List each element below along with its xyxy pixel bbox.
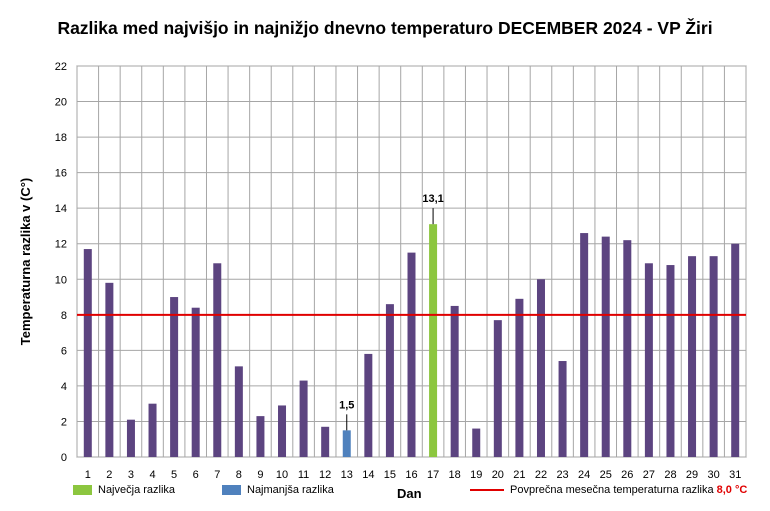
- x-tick-label: 18: [449, 469, 461, 481]
- x-tick-label: 26: [621, 469, 633, 481]
- bar-day-7: [213, 263, 222, 457]
- legend-item-min: Najmanjša razlika: [222, 484, 334, 496]
- y-tick-label: 22: [55, 61, 67, 73]
- legend-min-label: Najmanjša razlika: [247, 484, 334, 496]
- x-tick-label: 9: [257, 469, 263, 481]
- x-tick-label: 22: [535, 469, 547, 481]
- x-tick-label: 10: [276, 469, 288, 481]
- x-tick-label: 27: [643, 469, 655, 481]
- legend-min-swatch: [222, 485, 241, 495]
- bar-day-2: [105, 282, 114, 457]
- x-tick-label: 19: [470, 469, 482, 481]
- x-tick-label: 1: [85, 469, 91, 481]
- legend-average-swatch: [470, 489, 504, 491]
- y-tick-label: 14: [55, 203, 67, 215]
- legend-item-average: Povprečna mesečna temperaturna razlika 8…: [470, 484, 747, 496]
- y-tick-label: 6: [61, 345, 67, 357]
- bar-day-15: [385, 304, 394, 457]
- y-tick-label: 0: [61, 452, 67, 464]
- bar-day-1: [83, 249, 92, 457]
- x-axis-label: Dan: [397, 486, 422, 501]
- bar-day-5: [170, 297, 179, 457]
- x-tick-label: 17: [427, 469, 439, 481]
- bar-day-27: [644, 263, 653, 457]
- y-tick-label: 18: [55, 132, 67, 144]
- y-tick-label: 20: [55, 97, 67, 109]
- y-axis-ticks: 0 2 4 6 8 10 12 14 16 18 20 22: [55, 61, 67, 464]
- bar-day-11: [299, 380, 308, 457]
- annotations: 13,1 1,5: [77, 193, 746, 431]
- x-axis-ticks: 1 2 3 4 5 6 7 8 9 10 11 12 13 14 15 16 17 18 19 20 21 22 23 24 2…: [85, 469, 742, 481]
- bar-day-21: [515, 298, 524, 457]
- x-tick-label: 21: [513, 469, 525, 481]
- y-tick-label: 12: [55, 239, 67, 251]
- bar-day-20: [493, 320, 502, 457]
- bar-day-29: [688, 256, 697, 457]
- x-tick-label: 30: [708, 469, 720, 481]
- bar-day-6: [191, 307, 200, 457]
- chart-title: Razlika med najvišjo in najnižjo dnevno …: [57, 18, 713, 38]
- bar-day-31: [731, 243, 740, 457]
- bar-day-26: [623, 240, 632, 457]
- min-data-label: 1,5: [339, 399, 354, 411]
- grid-lines: [76, 65, 747, 458]
- x-tick-label: 11: [298, 469, 309, 481]
- bar-day-25: [601, 236, 610, 457]
- bar-day-10: [278, 405, 287, 457]
- x-tick-label: 15: [384, 469, 396, 481]
- bar-day-16: [407, 252, 416, 457]
- bars: [83, 224, 740, 457]
- legend-max-label: Največja razlika: [98, 484, 176, 496]
- x-tick-label: 6: [193, 469, 199, 481]
- bar-day-17: [429, 224, 438, 457]
- legend-item-max: Največja razlika: [73, 484, 175, 496]
- legend-max-swatch: [73, 485, 92, 495]
- x-tick-label: 4: [149, 469, 155, 481]
- legend: Največja razlika Najmanjša razlika Povpr…: [0, 484, 770, 504]
- bar-day-24: [580, 233, 589, 457]
- x-tick-label: 16: [405, 469, 417, 481]
- legend-average-value: 8,0 °C: [716, 484, 748, 496]
- y-tick-label: 2: [61, 416, 67, 428]
- x-tick-label: 12: [319, 469, 331, 481]
- bar-day-9: [256, 416, 265, 457]
- bar-day-3: [126, 419, 135, 457]
- y-tick-label: 10: [55, 274, 67, 286]
- y-tick-label: 4: [61, 381, 67, 393]
- bar-day-14: [364, 353, 373, 457]
- y-tick-label: 8: [61, 310, 67, 322]
- x-tick-label: 14: [362, 469, 374, 481]
- bar-day-18: [450, 305, 459, 457]
- x-tick-label: 25: [600, 469, 612, 481]
- x-tick-label: 8: [236, 469, 242, 481]
- x-tick-label: 2: [106, 469, 112, 481]
- x-tick-label: 5: [171, 469, 177, 481]
- bar-day-22: [536, 279, 545, 457]
- bar-day-12: [321, 426, 330, 457]
- y-axis-label: Temperaturna razlika v (C°): [18, 178, 33, 346]
- x-tick-label: 29: [686, 469, 698, 481]
- bar-day-8: [234, 366, 243, 457]
- bar-day-23: [558, 361, 567, 457]
- bar-day-30: [709, 256, 718, 457]
- legend-average-label: Povprečna mesečna temperaturna razlika: [510, 484, 714, 496]
- x-tick-label: 31: [729, 469, 741, 481]
- x-tick-label: 24: [578, 469, 590, 481]
- x-tick-label: 20: [492, 469, 504, 481]
- x-tick-label: 13: [341, 469, 353, 481]
- x-tick-label: 7: [214, 469, 220, 481]
- bar-day-19: [472, 428, 481, 457]
- bar-day-13: [342, 430, 351, 457]
- bar-day-28: [666, 265, 675, 457]
- max-data-label: 13,1: [422, 193, 443, 205]
- x-tick-label: 28: [664, 469, 676, 481]
- y-tick-label: 16: [55, 168, 67, 180]
- x-tick-label: 23: [556, 469, 568, 481]
- x-tick-label: 3: [128, 469, 134, 481]
- bar-day-4: [148, 403, 157, 457]
